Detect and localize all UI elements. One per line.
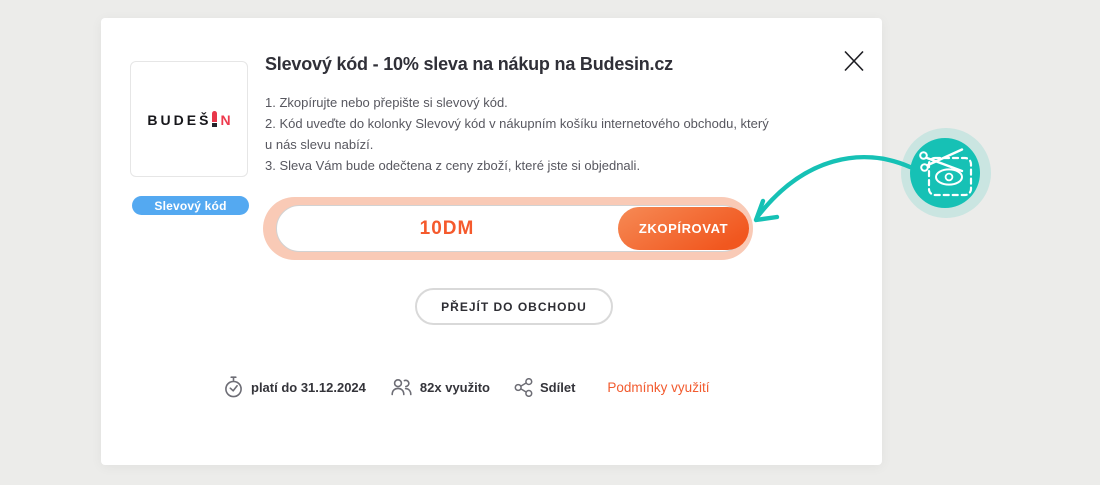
scissors-coupon-icon [919,148,973,197]
usage-info: 82x využito [390,378,490,396]
logo-text-prefix: BUDEŠ [147,111,212,128]
lipstick-icon [212,110,218,127]
scissors-badge-circle [910,138,980,208]
share-button[interactable]: Sdílet [514,377,576,397]
merchant-logo-text: BUDEŠ N [147,110,231,128]
share-label: Sdílet [540,379,576,395]
instruction-line: 1. Zkopírujte nebo přepište si slevový k… [265,95,508,110]
category-badge: Slevový kód [132,196,249,215]
close-icon [844,50,864,72]
coupon-code-text[interactable]: 10DM [419,218,475,239]
merchant-logo: BUDEŠ N [130,61,248,177]
terms-link[interactable]: Podmínky využití [607,379,710,395]
coupon-meta-row: platí do 31.12.2024 82x využito [223,374,709,400]
coupon-instructions: 1. Zkopírujte nebo přepište si slevový k… [265,92,770,176]
go-to-shop-button[interactable]: PŘEJÍT DO OBCHODU [415,288,613,325]
stopwatch-icon [225,376,242,398]
copy-code-button[interactable]: ZKOPÍROVAT [618,207,749,250]
instruction-line: 2. Kód uveďte do kolonky Slevový kód v n… [265,116,769,152]
instruction-line: 3. Sleva Vám bude odečtena z ceny zboží,… [265,158,641,173]
usage-count-text: 82x využito [419,379,490,395]
validity-info: platí do 31.12.2024 [223,375,366,399]
users-icon [391,378,412,396]
close-button[interactable] [839,46,869,76]
valid-until-text: platí do 31.12.2024 [251,379,366,395]
share-icon [514,377,533,397]
logo-text-suffix: N [220,111,231,128]
scissors-badge-halo [901,128,991,218]
coupon-modal: BUDEŠ N Slevový kód Slevový kód - 10% sl… [101,18,882,465]
coupon-title: Slevový kód - 10% sleva na nákup na Bude… [265,54,673,74]
